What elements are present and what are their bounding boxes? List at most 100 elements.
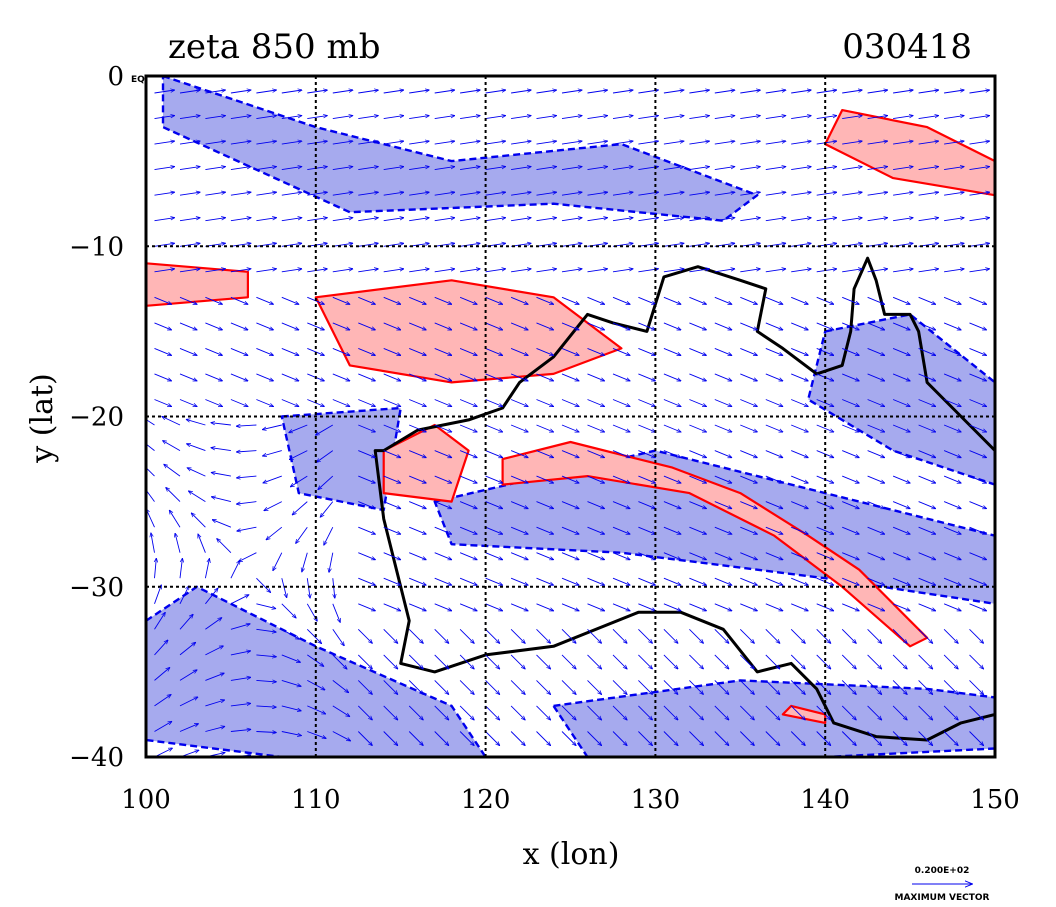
wind-vector [154,668,170,681]
wind-vector [612,192,633,196]
wind-vector [740,475,757,483]
positive-vorticity-region-4 [146,262,249,307]
wind-vector [842,526,859,534]
wind-vector [816,756,818,757]
wind-vector [841,680,856,694]
wind-vector [663,296,681,304]
wind-vector [179,586,189,605]
wind-vector [587,731,602,746]
wind-vector [791,399,808,407]
wind-vector [612,269,633,273]
wind-vector [893,167,913,171]
wind-vector [969,399,987,407]
wind-vector [867,322,885,330]
wind-vector [892,654,907,669]
wind-vector [587,90,608,94]
wind-vector [459,654,474,669]
wind-vector [892,399,910,407]
wind-vector [943,603,961,611]
wind-vector [230,322,248,330]
wind-vector [638,243,658,247]
wind-vector [179,192,200,196]
wind-vector [841,628,856,643]
wind-vector [459,424,477,432]
wind-vector [740,577,757,585]
wind-vector [154,90,175,94]
wind-vector [179,670,197,681]
y-tick-label: −10 [69,232,124,262]
wind-vector [561,475,579,483]
wind-vector [791,347,808,355]
wind-vector [536,116,557,120]
wind-vector [230,399,248,407]
wind-vector [409,603,426,611]
wind-vector [663,269,684,273]
wind-vector [714,552,732,560]
wind-vector [892,526,910,534]
wind-vector [969,450,987,458]
wind-vector [943,424,961,432]
wind-vector [409,296,426,304]
wind-vector [663,450,681,458]
wind-vector [816,167,837,171]
wind-vector [536,705,551,720]
wind-vector [485,116,506,120]
wind-vector [663,373,681,381]
wind-vector [358,116,378,120]
wind-vector [230,90,251,94]
wind-vector [281,296,299,304]
wind-vector [816,90,837,94]
wind-vector [409,756,410,757]
wind-vector [230,269,251,273]
wind-vector [536,141,557,145]
wind-vector [510,731,525,746]
wind-vector [842,424,859,432]
wind-vector [638,577,655,585]
wind-vector [434,373,452,381]
wind-vector [307,731,326,739]
wind-vector [154,296,172,304]
wind-vector [230,729,251,732]
wind-vector [969,603,987,611]
wind-vector [485,373,503,381]
wind-vector [459,552,477,560]
wind-vector [164,464,181,477]
wind-vector [587,603,605,611]
wind-vector [561,552,579,560]
wind-vector [561,705,576,720]
wind-vector [434,731,449,746]
wind-vector [714,322,732,330]
wind-vector [842,347,859,355]
wind-vector [994,680,995,682]
wind-vector [485,141,506,145]
wind-vector [434,680,449,694]
wind-vector [842,141,862,145]
wind-vector [918,654,933,669]
wind-vector [383,501,401,509]
wind-vector [562,756,563,757]
wind-vector [281,628,299,639]
wind-vector [791,296,808,304]
wind-vector [434,654,449,669]
wind-vector [256,347,273,355]
wind-vector [332,399,350,407]
wind-vector [994,450,995,452]
wind-vector [969,680,984,694]
wind-vector [765,628,780,643]
wind-vector [994,425,995,426]
wind-vector [230,347,248,355]
wind-vector [536,526,554,534]
wind-vector [714,526,732,534]
wind-vector [790,628,805,643]
wind-vector [714,347,732,355]
wind-vector [485,680,500,694]
wind-vector [994,476,995,477]
wind-vector [842,475,859,483]
wind-vector [459,628,474,643]
wind-vector [434,399,452,407]
plot-area [144,74,997,759]
wind-vector [510,705,525,720]
wind-vector [205,296,222,304]
wind-vector [944,116,964,120]
wind-vector [740,603,757,611]
